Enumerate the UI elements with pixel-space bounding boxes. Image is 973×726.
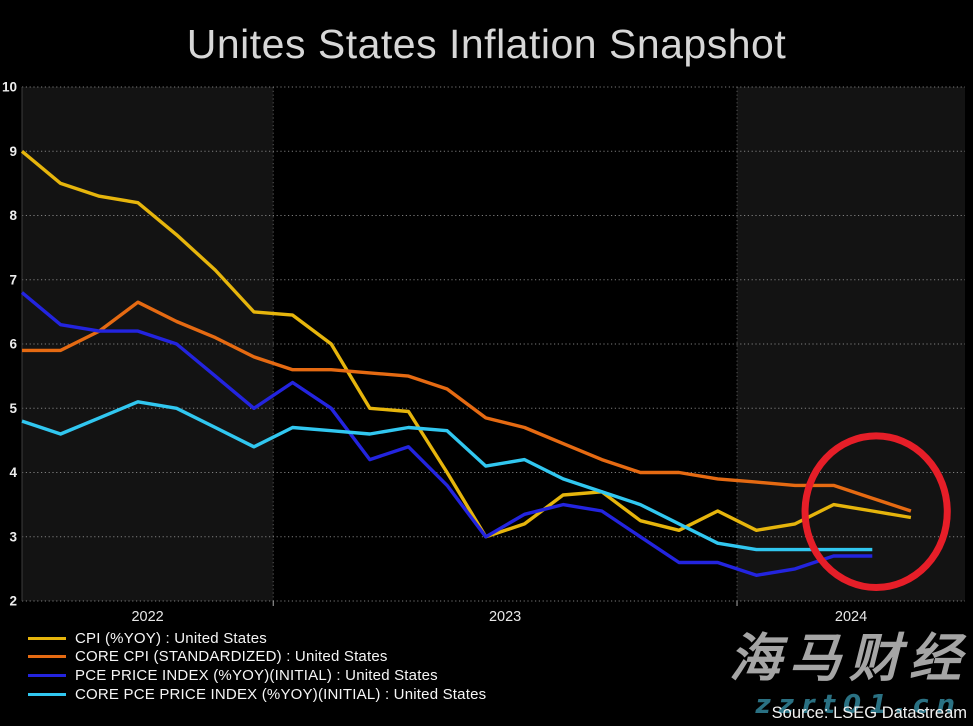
legend-item-label: CORE CPI (STANDARDIZED) : United States (75, 648, 388, 666)
legend-item: CORE PCE PRICE INDEX (%YOY)(INITIAL) : U… (28, 685, 486, 704)
highlight-circle-annotation (801, 432, 951, 592)
x-axis-year-label: 2024 (835, 609, 867, 625)
y-axis-tick-label: 3 (9, 529, 17, 544)
series-line-core (22, 300, 912, 513)
y-axis-tick-label: 4 (9, 465, 17, 480)
legend-item-label: CORE PCE PRICE INDEX (%YOY)(INITIAL) : U… (75, 685, 487, 703)
watermark-brand-text: 海马财经 (728, 629, 969, 689)
y-axis-tick-label: 10 (2, 80, 17, 95)
series-line-core (21, 400, 873, 552)
chart-title: Unites States Inflation Snapshot (186, 21, 787, 67)
chart-legend: CPI (%YOY) : United States CORE CPI (STAN… (28, 629, 486, 703)
legend-color-swatch (28, 673, 66, 677)
legend-item: CPI (%YOY) : United States (28, 629, 486, 648)
series-line-pce (20, 291, 873, 577)
y-axis-tick-label: 2 (9, 594, 17, 609)
y-axis-tick-label: 7 (9, 272, 17, 287)
legend-color-swatch (28, 655, 66, 659)
y-axis-tick-label: 5 (9, 401, 17, 416)
series-line-cpi (20, 149, 912, 539)
legend-item-label: CPI (%YOY) : United States (75, 629, 267, 647)
legend-item: PCE PRICE INDEX (%YOY)(INITIAL) : United… (28, 666, 486, 685)
x-axis-year-label: 2022 (131, 609, 163, 625)
watermark-site-text: zzrt01.cn (755, 690, 963, 720)
legend-item: CORE CPI (STANDARDIZED) : United States (28, 648, 486, 667)
y-axis-tick-label: 6 (9, 337, 17, 352)
source-credit: Source: LSEG Datastream (771, 704, 967, 722)
legend-item-label: PCE PRICE INDEX (%YOY)(INITIAL) : United… (75, 666, 438, 684)
legend-color-swatch (28, 692, 66, 696)
y-axis-tick-label: 8 (9, 208, 17, 223)
y-axis-tick-label: 9 (9, 144, 17, 159)
legend-color-swatch (28, 636, 66, 640)
x-axis-year-label: 2023 (489, 609, 521, 625)
